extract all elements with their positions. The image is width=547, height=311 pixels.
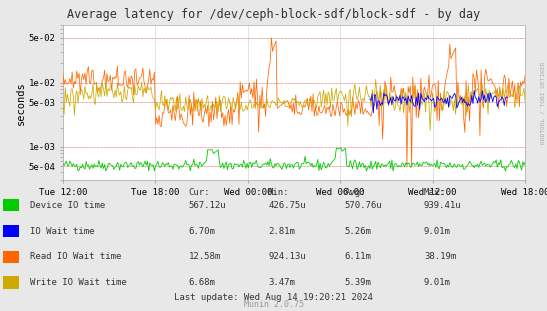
Text: Device IO time: Device IO time [30,201,106,210]
Text: 9.01m: 9.01m [424,278,451,287]
Text: 6.68m: 6.68m [189,278,216,287]
Text: Munin 2.0.75: Munin 2.0.75 [243,299,304,309]
Text: Read IO Wait time: Read IO Wait time [30,253,121,261]
Text: 570.76u: 570.76u [345,201,382,210]
Text: 5.39m: 5.39m [345,278,371,287]
Text: Cur:: Cur: [189,188,210,197]
Text: 5.26m: 5.26m [345,227,371,235]
Text: 6.70m: 6.70m [189,227,216,235]
Text: 38.19m: 38.19m [424,253,456,261]
Text: 12.58m: 12.58m [189,253,221,261]
Text: Write IO Wait time: Write IO Wait time [30,278,127,287]
Text: Avg:: Avg: [345,188,366,197]
Text: 3.47m: 3.47m [268,278,295,287]
Text: 9.01m: 9.01m [424,227,451,235]
Text: Max:: Max: [424,188,445,197]
Text: IO Wait time: IO Wait time [30,227,95,235]
Text: 2.81m: 2.81m [268,227,295,235]
Text: 426.75u: 426.75u [268,201,306,210]
Text: 924.13u: 924.13u [268,253,306,261]
Y-axis label: seconds: seconds [16,81,26,124]
Text: Min:: Min: [268,188,289,197]
Text: 6.11m: 6.11m [345,253,371,261]
Text: Average latency for /dev/ceph-block-sdf/block-sdf - by day: Average latency for /dev/ceph-block-sdf/… [67,8,480,21]
Text: 939.41u: 939.41u [424,201,462,210]
Text: RRDTOOL / TOBI OETIKER: RRDTOOL / TOBI OETIKER [541,61,546,144]
Text: Last update: Wed Aug 14 19:20:21 2024: Last update: Wed Aug 14 19:20:21 2024 [174,294,373,302]
Text: 567.12u: 567.12u [189,201,226,210]
